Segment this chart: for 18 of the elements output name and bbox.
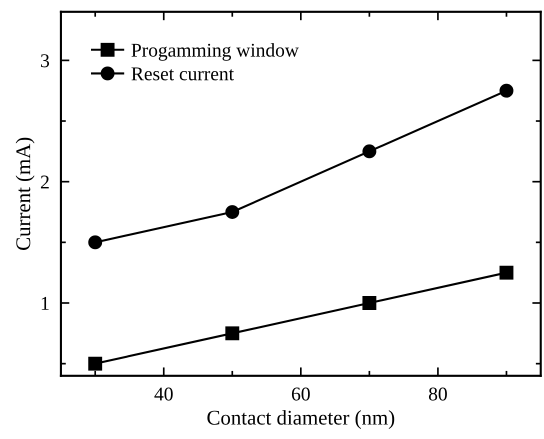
point bbox=[225, 326, 240, 340]
legend-label: Progamming window bbox=[131, 43, 299, 61]
point bbox=[88, 356, 102, 371]
point bbox=[362, 144, 376, 158]
x-tick-label: 60 bbox=[292, 387, 310, 401]
y-tick-label: 3 bbox=[41, 54, 50, 68]
point bbox=[362, 296, 376, 310]
x-tick-label: 40 bbox=[154, 387, 173, 401]
point bbox=[500, 266, 514, 280]
y-axis-title: Current (mA) bbox=[16, 138, 35, 250]
point bbox=[500, 84, 514, 98]
y-tick-label: 2 bbox=[40, 176, 49, 188]
point bbox=[88, 235, 102, 250]
x-tick-label: 80 bbox=[428, 387, 447, 401]
x-axis-title: Contact diameter (nm) bbox=[207, 410, 394, 429]
y-tick-label: 1 bbox=[42, 296, 49, 310]
legend-label: Reset current bbox=[131, 67, 234, 80]
point bbox=[225, 205, 240, 219]
